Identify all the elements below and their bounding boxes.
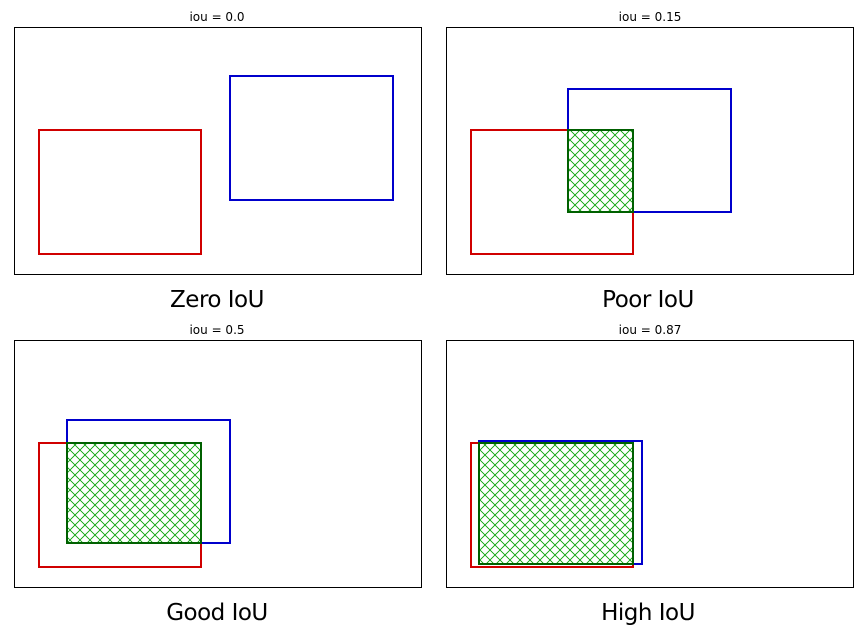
intersection-area: [567, 129, 634, 213]
panel-caption: Zero IoU: [170, 287, 264, 313]
panel-caption: High IoU: [601, 600, 695, 626]
panel-poor-iou: iou = 0.15 Poor IoU: [446, 10, 854, 313]
panel-frame: [14, 340, 422, 588]
panel-zero-iou: iou = 0.0 Zero IoU: [14, 10, 422, 313]
panel-frame: [14, 27, 422, 275]
panel-title: iou = 0.0: [189, 10, 244, 24]
box-a: [38, 129, 202, 255]
panel-title: iou = 0.87: [619, 323, 682, 337]
panel-caption: Good IoU: [166, 600, 268, 626]
panel-high-iou: iou = 0.87 High IoU: [446, 323, 854, 626]
panel-title: iou = 0.5: [189, 323, 244, 337]
panel-frame: [446, 27, 854, 275]
panel-frame: [446, 340, 854, 588]
intersection-area: [66, 442, 202, 544]
panel-caption: Poor IoU: [602, 287, 694, 313]
box-b: [229, 75, 394, 201]
panel-title: iou = 0.15: [619, 10, 682, 24]
intersection-area: [478, 442, 634, 565]
panel-good-iou: iou = 0.5 Good IoU: [14, 323, 422, 626]
